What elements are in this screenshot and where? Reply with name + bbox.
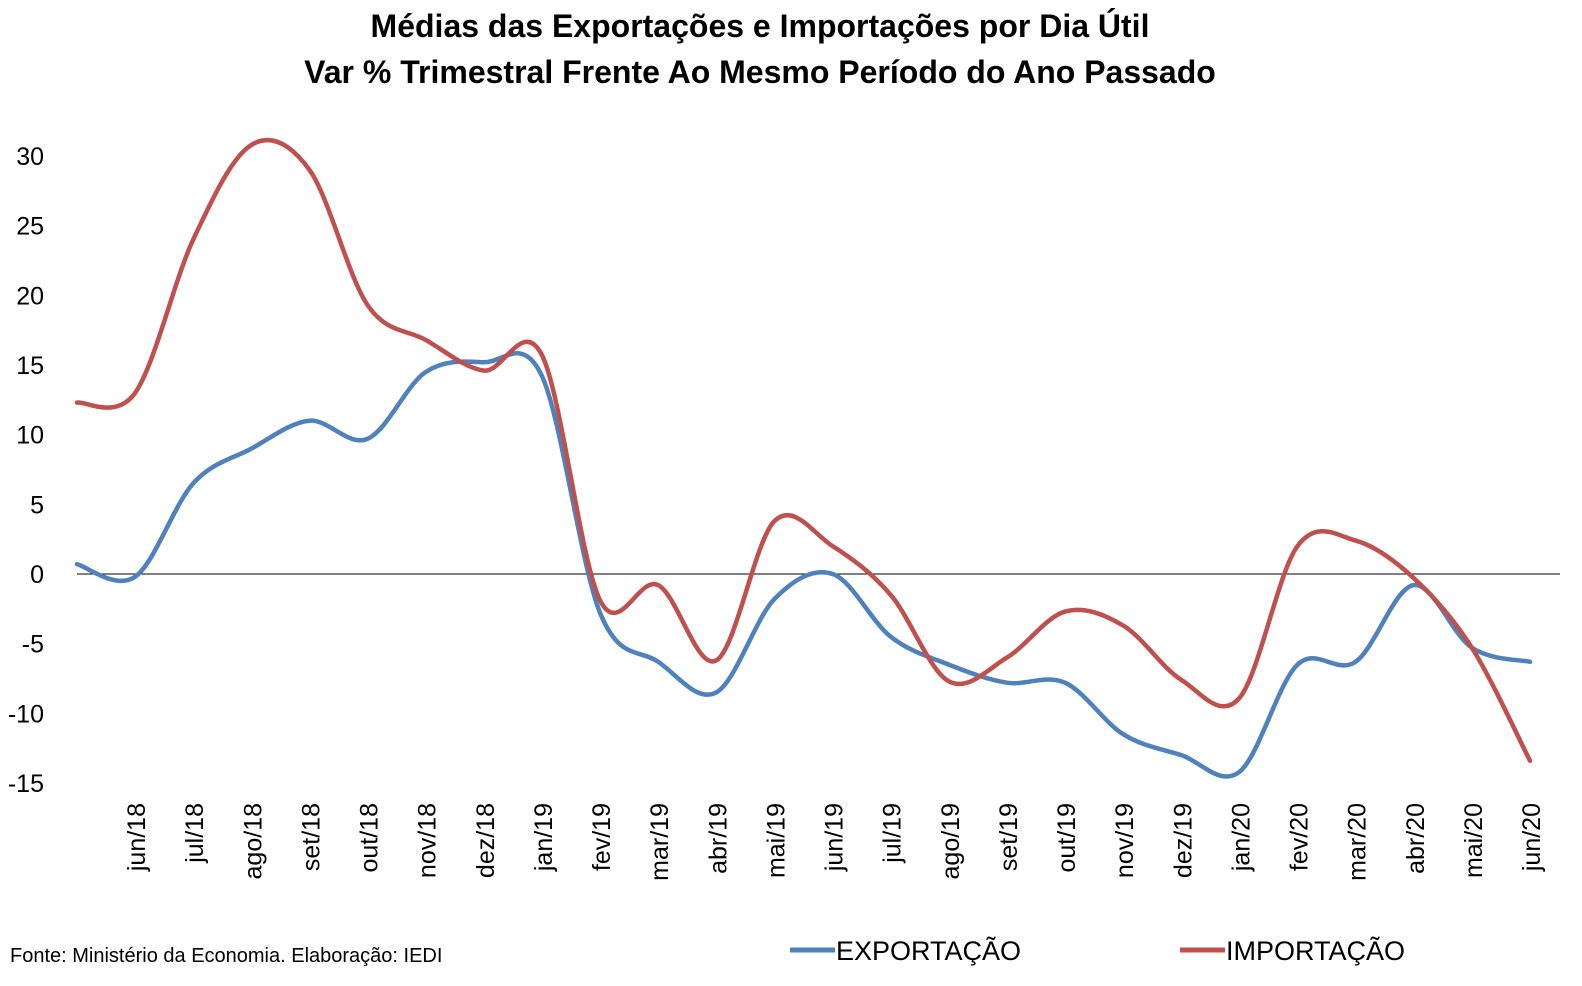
series-line-exportacao — [74, 351, 1533, 779]
x-tick-label: jun/19 — [821, 803, 849, 872]
x-tick-label: mar/20 — [1344, 803, 1372, 881]
legend-label-importacao: IMPORTAÇÃO — [1226, 935, 1405, 966]
source-note: Fonte: Ministério da Economia. Elaboraçã… — [10, 945, 442, 967]
y-tick-label: 25 — [16, 213, 44, 241]
y-tick-label: -15 — [8, 770, 44, 798]
y-tick-label: 5 — [30, 491, 44, 519]
y-tick-label: 15 — [16, 352, 44, 380]
x-tick-label: jan/20 — [1227, 803, 1255, 872]
x-tick-label: abr/20 — [1402, 803, 1430, 874]
x-tick-label: dez/18 — [472, 803, 500, 878]
x-tick-label: jan/19 — [530, 803, 558, 872]
x-axis: jun/18 jul/18 ago/18 set/18 out/18 nov/18 dez/… — [123, 803, 1546, 881]
x-tick-label: jul/18 — [181, 803, 209, 864]
legend: EXPORTAÇÃO IMPORTAÇÃO — [790, 935, 1405, 966]
y-tick-label: 20 — [16, 282, 44, 310]
legend-label-exportacao: EXPORTAÇÃO — [836, 935, 1021, 966]
x-tick-label: ago/18 — [239, 803, 267, 879]
x-tick-label: jul/19 — [879, 803, 907, 864]
x-tick-label: jun/18 — [123, 803, 151, 872]
series-line-importacao — [74, 137, 1533, 763]
y-tick-label: 30 — [16, 143, 44, 171]
x-tick-label: mai/20 — [1460, 803, 1488, 878]
x-tick-label: nov/19 — [1111, 803, 1139, 878]
x-tick-label: out/19 — [1053, 803, 1081, 873]
y-tick-label: -5 — [22, 631, 44, 659]
x-tick-label: ago/19 — [937, 803, 965, 879]
y-tick-label: 10 — [16, 422, 44, 450]
x-tick-label: mar/19 — [646, 803, 674, 881]
x-tick-label: jun/20 — [1518, 803, 1546, 872]
x-tick-label: out/18 — [356, 803, 384, 873]
chart-title: Médias das Exportações e Importações por… — [371, 8, 1150, 44]
chart-subtitle: Var % Trimestral Frente Ao Mesmo Período… — [304, 54, 1216, 90]
x-tick-label: set/19 — [995, 803, 1023, 871]
x-tick-label: fev/19 — [588, 803, 616, 871]
x-tick-label: nov/18 — [414, 803, 442, 878]
series-layer — [74, 137, 1533, 779]
x-tick-label: set/18 — [297, 803, 325, 871]
y-axis: 30 25 20 15 10 5 0 -5 -10 -15 — [8, 143, 44, 798]
y-tick-label: -10 — [8, 700, 44, 728]
x-tick-label: dez/19 — [1169, 803, 1197, 878]
x-tick-label: mai/19 — [762, 803, 790, 878]
x-tick-label: abr/19 — [704, 803, 732, 874]
y-tick-label: 0 — [30, 561, 44, 589]
x-tick-label: fev/20 — [1286, 803, 1314, 871]
